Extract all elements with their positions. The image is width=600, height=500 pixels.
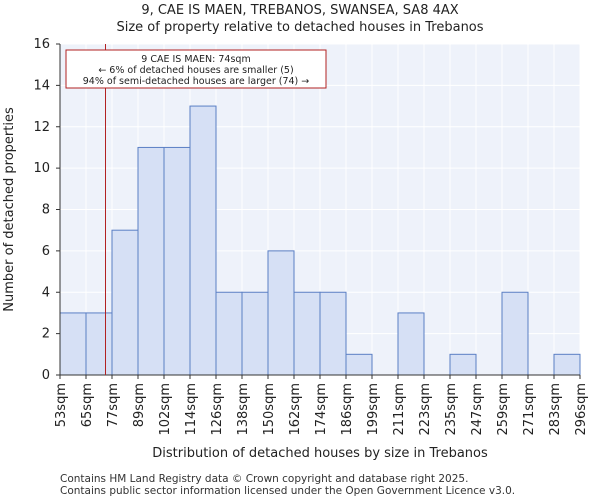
bar — [241, 291, 269, 376]
x-axis-label: Distribution of detached houses by size … — [152, 446, 488, 461]
y-tick-label: 12 — [33, 120, 50, 135]
bar — [553, 353, 581, 376]
x-tick-label: 186sqm — [340, 383, 355, 436]
annotation-line: 9 CAE IS MAEN: 74sqm — [141, 54, 250, 65]
y-tick-label: 10 — [33, 161, 50, 176]
x-tick-label: 65sqm — [80, 383, 95, 427]
annotation-box — [65, 49, 327, 89]
x-tick-label: 283sqm — [548, 383, 563, 436]
x-tick-label: 296sqm — [574, 383, 589, 436]
x-tick-label: 174sqm — [314, 383, 329, 436]
x-tick-label: 211sqm — [392, 383, 407, 436]
x-tick-label: 114sqm — [184, 383, 199, 436]
y-tick-label: 16 — [33, 37, 50, 52]
x-tick-label: 102sqm — [158, 383, 173, 436]
y-tick-label: 4 — [42, 285, 50, 300]
x-tick-label: 150sqm — [262, 383, 277, 436]
bar — [111, 229, 139, 376]
bar — [215, 291, 243, 376]
bar — [449, 353, 477, 376]
x-tick-label: 162sqm — [288, 383, 303, 436]
y-tick-label: 14 — [33, 78, 50, 93]
bar — [501, 291, 529, 376]
bar — [59, 312, 87, 376]
x-tick-label: 223sqm — [418, 383, 433, 436]
y-tick-label: 0 — [42, 368, 50, 383]
x-tick-label: 53sqm — [54, 383, 69, 427]
bar — [345, 353, 373, 376]
bar — [85, 312, 113, 376]
x-tick-label: 126sqm — [210, 383, 225, 436]
x-tick-label: 271sqm — [522, 383, 537, 436]
x-tick-label: 247sqm — [470, 383, 485, 436]
bar — [397, 312, 425, 376]
bar — [137, 146, 165, 376]
bar — [293, 291, 321, 376]
annotation-line: ← 6% of detached houses are smaller (5) — [98, 65, 293, 76]
x-tick-label: 77sqm — [106, 383, 121, 427]
footer-licence: Contains public sector information licen… — [60, 485, 516, 497]
bar — [189, 105, 217, 376]
y-tick-label: 8 — [42, 203, 50, 218]
x-tick-label: 259sqm — [496, 383, 511, 436]
y-tick-label: 2 — [42, 327, 50, 342]
x-tick-label: 138sqm — [236, 383, 251, 436]
annotation-line: 94% of semi-detached houses are larger (… — [83, 76, 310, 87]
y-tick-label: 6 — [42, 244, 50, 259]
chart-title-address: 9, CAE IS MAEN, TREBANOS, SWANSEA, SA8 4… — [141, 3, 459, 18]
bar — [267, 250, 295, 376]
x-tick-label: 89sqm — [132, 383, 147, 427]
x-tick-label: 235sqm — [444, 383, 459, 436]
chart-title: Size of property relative to detached ho… — [116, 20, 484, 35]
y-axis-label: Number of detached properties — [2, 107, 17, 312]
footer-copyright: Contains HM Land Registry data © Crown c… — [60, 473, 469, 485]
x-tick-label: 199sqm — [366, 383, 381, 436]
bar — [163, 146, 191, 376]
bar — [319, 291, 347, 376]
